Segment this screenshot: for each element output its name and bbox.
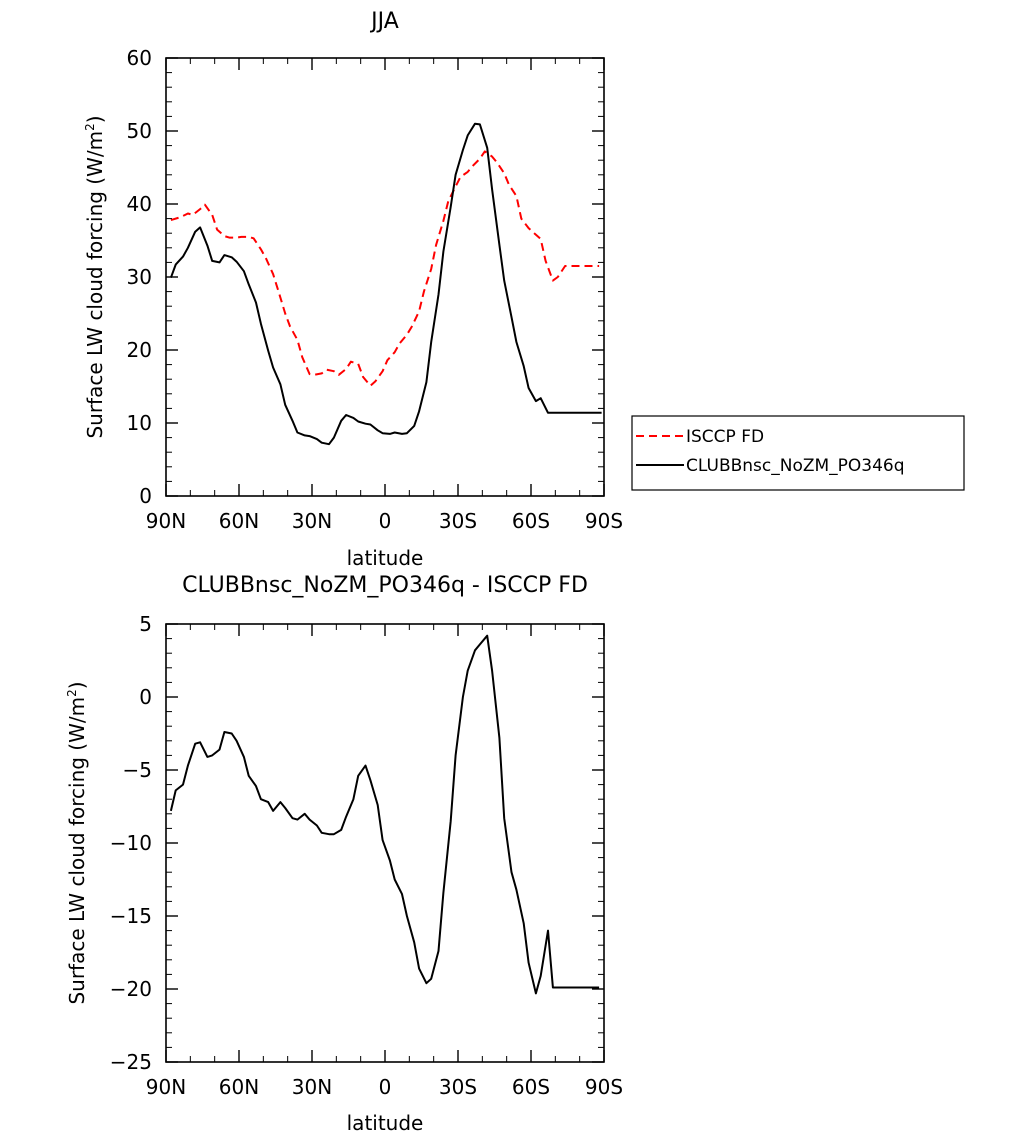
top-x-tick-label: 0 xyxy=(379,509,392,533)
bottom-x-tick-label: 90S xyxy=(585,1075,623,1099)
legend-label-isccp-fd: ISCCP FD xyxy=(686,427,764,447)
bottom-x-tick-label: 30S xyxy=(439,1075,477,1099)
top-y-tick-label: 20 xyxy=(127,338,152,362)
top-plot-frame xyxy=(165,57,605,497)
bottom-y-tick-label: −10 xyxy=(110,831,152,855)
legend-label-clubbnsc: CLUBBnsc_NoZM_PO346q xyxy=(686,456,905,476)
top-x-tick-label: 60N xyxy=(219,509,259,533)
legend: ISCCP FD CLUBBnsc_NoZM_PO346q xyxy=(631,415,965,491)
bottom-axis-ticks: 90N 60N 30N 0 30S 60S 90S 5 0 −5 −10 −15 −20 −25 xyxy=(110,612,623,1099)
bottom-plot-frame xyxy=(165,623,605,1063)
bottom-y-tick-label: −15 xyxy=(110,904,152,928)
bottom-chart-title: CLUBBnsc_NoZM_PO346q - ISCCP FD xyxy=(182,573,588,598)
top-x-tick-label: 90S xyxy=(585,509,623,533)
bottom-x-tick-label: 60S xyxy=(512,1075,550,1099)
bottom-y-tick-label: −5 xyxy=(123,758,152,782)
top-y-tick-label: 60 xyxy=(127,46,152,70)
legend-frame xyxy=(631,415,965,491)
bottom-y-tick-label: 0 xyxy=(139,685,152,709)
bottom-x-tick-label: 90N xyxy=(146,1075,186,1099)
top-y-tick-label: 0 xyxy=(139,484,152,508)
bottom-x-tick-label: 60N xyxy=(219,1075,259,1099)
top-chart-title: JJA xyxy=(369,9,399,34)
bottom-y-tick-label: −25 xyxy=(110,1050,152,1074)
bottom-series-group xyxy=(169,634,600,995)
bottom-y-tick-label: 5 xyxy=(139,612,152,636)
top-panel: JJA 90N 60N 30N 0 30S 60S 90S 0 10 20 30 40 50 60 lat… xyxy=(83,9,965,570)
top-y-tick-label: 10 xyxy=(127,411,152,435)
bottom-x-axis-title: latitude xyxy=(347,1111,424,1135)
bottom-y-tick-label: −20 xyxy=(110,977,152,1001)
top-series-line-2 xyxy=(169,122,602,446)
top-x-tick-label: 30S xyxy=(439,509,477,533)
bottom-x-tick-label: 0 xyxy=(379,1075,392,1099)
top-x-tick-label: 60S xyxy=(512,509,550,533)
top-y-tick-label: 50 xyxy=(127,119,152,143)
top-x-tick-label: 30N xyxy=(292,509,332,533)
top-x-tick-label: 90N xyxy=(146,509,186,533)
bottom-y-axis-title: Surface LW cloud forcing (W/m2) xyxy=(65,681,89,1004)
top-y-tick-label: 30 xyxy=(127,265,152,289)
top-series-line-1 xyxy=(170,150,600,387)
top-axis-ticks: 90N 60N 30N 0 30S 60S 90S 0 10 20 30 40 50 60 xyxy=(127,46,624,533)
top-y-tick-label: 40 xyxy=(127,192,152,216)
top-series-group xyxy=(169,122,602,446)
top-y-axis-title: Surface LW cloud forcing (W/m2) xyxy=(83,115,107,438)
bottom-series-line-1 xyxy=(169,634,600,995)
top-x-axis-title: latitude xyxy=(347,546,424,570)
bottom-panel: CLUBBnsc_NoZM_PO346q - ISCCP FD 90N 60N 30… xyxy=(65,573,623,1135)
bottom-x-tick-label: 30N xyxy=(292,1075,332,1099)
